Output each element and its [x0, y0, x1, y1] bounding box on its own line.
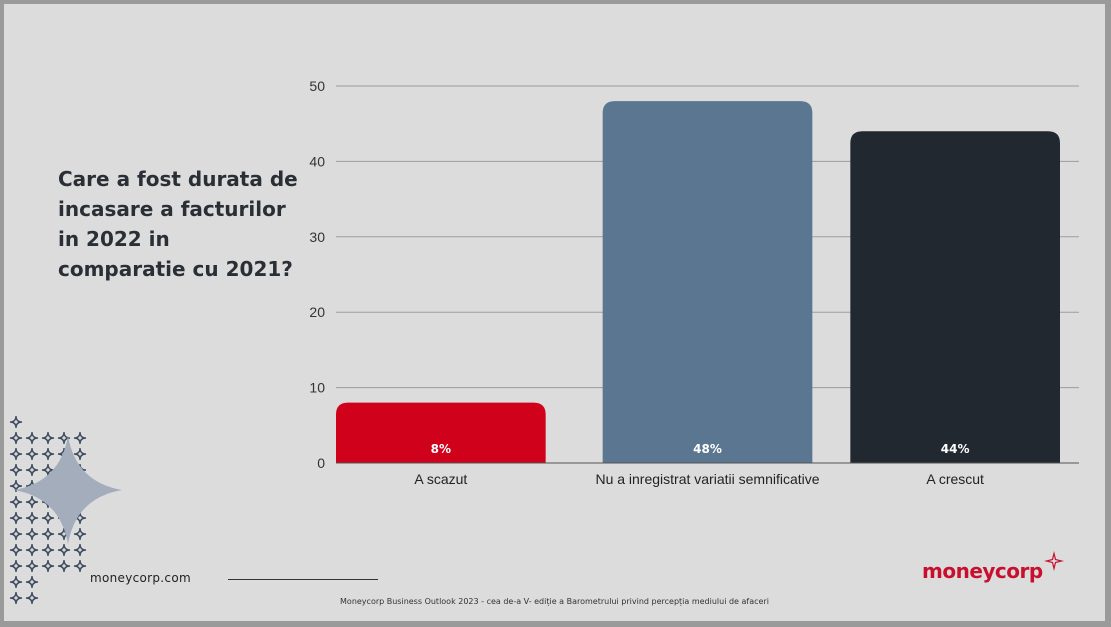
- x-category-label: A crescut: [926, 471, 984, 487]
- diamond-shape: [25, 463, 39, 477]
- y-tick-label: 0: [317, 455, 325, 471]
- diamond-shape: [73, 447, 87, 461]
- diamond-shape: [73, 543, 87, 557]
- diamond-shape: [73, 431, 87, 445]
- data-label: 48%: [693, 442, 722, 456]
- diamond-shape: [9, 511, 23, 525]
- diamond-shape: [57, 431, 71, 445]
- diamond-shape: [9, 575, 23, 589]
- diamond-shape: [25, 543, 39, 557]
- diamond-shape: [73, 559, 87, 573]
- diamond-shape: [25, 431, 39, 445]
- y-tick-label: 50: [309, 78, 325, 94]
- diamond-shape: [9, 543, 23, 557]
- star-sparkle-icon: [1044, 551, 1064, 571]
- x-category-label: A scazut: [414, 471, 467, 487]
- divider: [228, 579, 378, 580]
- chart-question: Care a fost durata de incasare a facturi…: [58, 167, 298, 281]
- data-label: 44%: [941, 442, 970, 456]
- diamond-shape: [9, 559, 23, 573]
- y-tick-label: 10: [309, 380, 325, 396]
- diamond-shape: [41, 511, 55, 525]
- diamond-shape: [9, 447, 23, 461]
- site-url[interactable]: moneycorp.com: [90, 571, 191, 585]
- bar-chart: 0 10 20 30 40 50 8% A scazut 48% Nu a inregistrat…: [309, 78, 1079, 487]
- diamond-shape: [25, 527, 39, 541]
- diamond-shape: [41, 527, 55, 541]
- diamond-shape: [9, 527, 23, 541]
- footer-note: Moneycorp Business Outlook 2023 - cea de…: [340, 597, 769, 606]
- diamond-shape: [41, 431, 55, 445]
- diamond-shape: [57, 559, 71, 573]
- decorative-diamond-pattern: [9, 415, 122, 605]
- diamond-shape: [9, 591, 23, 605]
- x-category-label: Nu a inregistrat variatii semnificative: [595, 471, 819, 487]
- diamond-shape: [9, 479, 23, 493]
- diamond-shape: [25, 511, 39, 525]
- moneycorp-logo: moneycorp: [922, 551, 1072, 593]
- diamond-shape: [9, 415, 23, 429]
- diamond-shape: [25, 559, 39, 573]
- diamond-shape: [9, 495, 23, 509]
- diamond-shape: [9, 431, 23, 445]
- diamond-shape: [9, 463, 23, 477]
- logo-text: moneycorp: [922, 559, 1043, 583]
- diamond-shape: [25, 591, 39, 605]
- data-label: 8%: [431, 442, 451, 456]
- y-tick-label: 20: [309, 304, 325, 320]
- diamond-shape: [57, 543, 71, 557]
- diamond-shape: [25, 495, 39, 509]
- diamond-shape: [41, 559, 55, 573]
- diamond-shape: [73, 527, 87, 541]
- diamond-shape: [41, 543, 55, 557]
- diamond-shape: [41, 447, 55, 461]
- y-tick-label: 40: [309, 153, 325, 169]
- large-star-shape: [14, 436, 122, 544]
- diamond-shape: [25, 575, 39, 589]
- diamond-shape: [25, 447, 39, 461]
- y-tick-label: 30: [309, 229, 325, 245]
- bar: [336, 402, 546, 463]
- slide: Care a fost durata de incasare a facturi…: [4, 4, 1105, 621]
- bar: [602, 101, 813, 463]
- bar: [850, 131, 1060, 463]
